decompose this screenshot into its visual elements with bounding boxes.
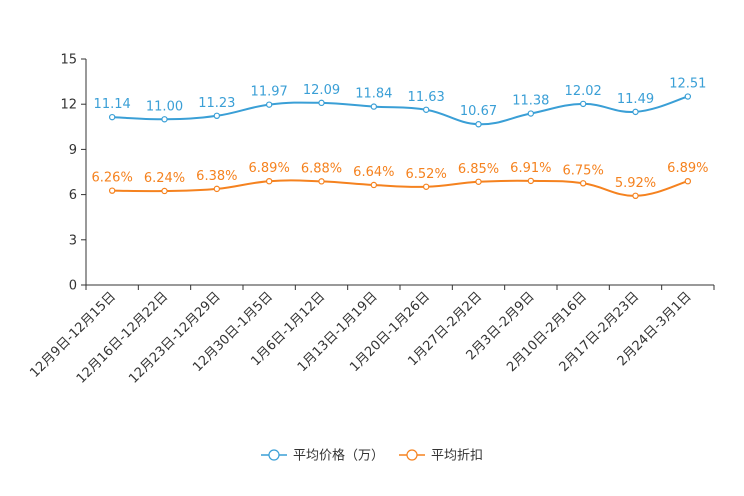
data-point[interactable] <box>684 93 692 100</box>
data-label: 11.14 <box>94 97 131 112</box>
data-point[interactable] <box>475 178 482 185</box>
data-point[interactable] <box>475 121 482 128</box>
y-tick-label: 6 <box>69 188 77 203</box>
legend-item-average-price[interactable]: 平均价格（万） <box>261 448 384 464</box>
data-label: 6.89% <box>667 161 708 176</box>
data-point[interactable] <box>213 185 221 193</box>
data-label: 10.67 <box>460 104 497 119</box>
data-point[interactable] <box>632 192 639 200</box>
x-tick-label: 12月23日-12月29日 <box>126 289 223 386</box>
x-tick-label: 12月16日-12月22日 <box>74 289 171 386</box>
data-label: 6.26% <box>92 171 133 186</box>
legend-marker-icon <box>406 449 418 461</box>
data-point[interactable] <box>108 113 116 121</box>
legend-item-average-discount[interactable]: 平均折扣 <box>399 449 483 464</box>
series-line <box>112 179 689 197</box>
legend-label: 平均折扣 <box>431 449 483 464</box>
data-label: 6.38% <box>196 169 237 184</box>
data-label: 11.63 <box>408 90 445 105</box>
data-label: 11.38 <box>512 94 549 109</box>
data-label: 12.09 <box>303 83 340 98</box>
series-layer: 11.14 11.00 11.23 11.97 12.09 11.84 11.63 10.67… <box>92 77 708 200</box>
data-point[interactable] <box>161 116 168 123</box>
data-point[interactable] <box>527 177 535 185</box>
data-label: 6.88% <box>301 161 342 176</box>
y-tick-label: 9 <box>69 143 77 158</box>
data-label: 6.52% <box>406 167 447 182</box>
series-average-price: 11.14 11.00 11.23 11.97 12.09 11.84 11.63 10.67… <box>94 77 706 128</box>
data-point[interactable] <box>265 101 273 108</box>
data-label: 12.51 <box>669 77 706 92</box>
data-label: 5.92% <box>615 176 656 191</box>
series-line <box>112 95 689 126</box>
x-tick-label: 12月9日-12月15日 <box>27 289 119 381</box>
data-label: 11.23 <box>198 96 235 111</box>
data-label: 11.00 <box>146 99 183 114</box>
data-point[interactable] <box>422 106 430 113</box>
data-point[interactable] <box>370 103 378 110</box>
series-average-discount: 6.26% 6.24% 6.38% 6.89% 6.88% 6.64% 6.52% 6.85%… <box>92 161 708 200</box>
data-point[interactable] <box>632 108 639 116</box>
data-point[interactable] <box>318 99 325 107</box>
y-tick-label: 15 <box>60 53 77 68</box>
data-point[interactable] <box>684 177 692 185</box>
data-point[interactable] <box>579 180 587 187</box>
data-label: 6.24% <box>144 171 185 186</box>
data-label: 11.49 <box>617 92 654 107</box>
legend[interactable]: 平均价格（万） 平均折扣 <box>261 448 483 464</box>
data-point[interactable] <box>318 178 325 185</box>
data-point[interactable] <box>265 177 273 185</box>
data-label: 6.64% <box>353 165 394 180</box>
y-tick-label: 3 <box>69 233 77 248</box>
data-point[interactable] <box>161 187 168 195</box>
y-tick-label: 0 <box>69 279 77 294</box>
data-label: 11.97 <box>251 85 288 100</box>
data-point[interactable] <box>422 183 430 190</box>
data-label: 6.91% <box>510 161 551 176</box>
x-axis: 12月9日-12月15日12月16日-12月22日12月23日-12月29日12… <box>27 284 715 387</box>
data-point[interactable] <box>370 181 378 189</box>
legend-label: 平均价格（万） <box>293 448 384 464</box>
data-point[interactable] <box>579 100 587 108</box>
data-label: 11.84 <box>355 87 392 102</box>
y-axis: 0 3 6 9 12 15 <box>60 53 87 294</box>
data-point[interactable] <box>527 110 535 117</box>
y-tick-label: 12 <box>60 98 77 113</box>
data-label: 6.85% <box>458 162 499 177</box>
data-point[interactable] <box>108 187 116 194</box>
legend-marker-icon <box>268 449 280 461</box>
data-label: 6.89% <box>249 161 290 176</box>
data-label: 6.75% <box>563 163 604 178</box>
data-point[interactable] <box>213 112 221 120</box>
data-label: 12.02 <box>565 84 602 99</box>
